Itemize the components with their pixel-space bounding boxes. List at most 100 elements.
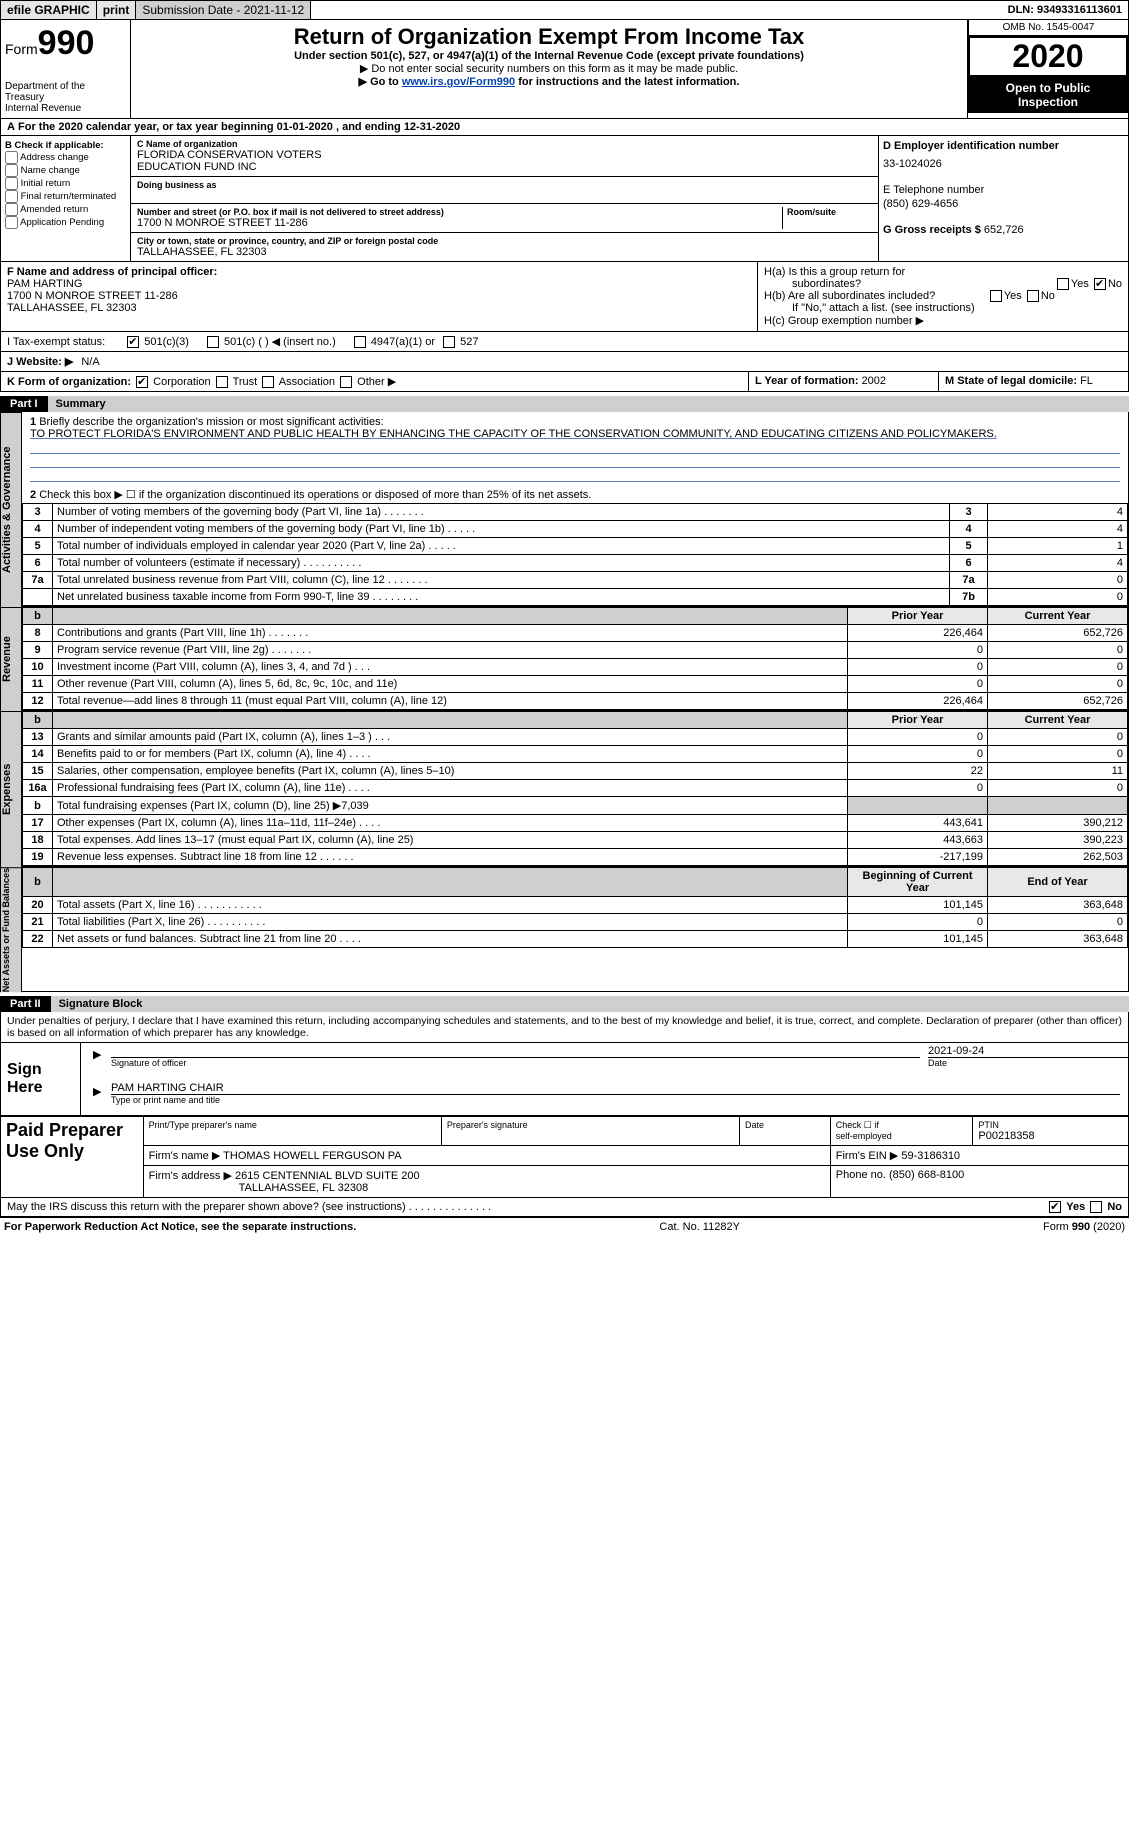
hdr-col1: Beginning of Current Year bbox=[848, 868, 988, 897]
prior-year: 443,641 bbox=[848, 815, 988, 832]
ha-no-label: No bbox=[1108, 278, 1122, 290]
section-expenses: Expenses bPrior YearCurrent Year13Grants… bbox=[0, 711, 1129, 867]
chk-initial-return[interactable]: Initial return bbox=[5, 177, 126, 190]
print-button[interactable]: print bbox=[97, 1, 137, 19]
mission-text: TO PROTECT FLORIDA'S ENVIRONMENT AND PUB… bbox=[30, 428, 997, 440]
discuss-yes-checkbox[interactable] bbox=[1049, 1201, 1061, 1213]
footer-cat: Cat. No. 11282Y bbox=[659, 1221, 740, 1233]
firm-addr-label: Firm's address ▶ bbox=[149, 1170, 232, 1182]
street-row: Number and street (or P.O. box if mail i… bbox=[131, 204, 878, 233]
chk-trust[interactable] bbox=[216, 376, 228, 388]
hdr-b: b bbox=[23, 608, 53, 625]
officer-signature-line[interactable] bbox=[111, 1057, 920, 1058]
chk-4947[interactable] bbox=[354, 336, 366, 348]
line-desc: Benefits paid to or for members (Part IX… bbox=[53, 746, 848, 763]
hb-no-checkbox[interactable] bbox=[1027, 290, 1039, 302]
line-box: 7b bbox=[950, 589, 988, 606]
firm-name-value: THOMAS HOWELL FERGUSON PA bbox=[223, 1150, 401, 1162]
chk-name-change[interactable]: Name change bbox=[5, 164, 126, 177]
mission-num: 1 bbox=[30, 416, 36, 428]
chk-application-pending[interactable]: Application Pending bbox=[5, 216, 126, 229]
hc-label: H(c) Group exemption number ▶ bbox=[764, 314, 1122, 327]
hb-no-label: No bbox=[1041, 290, 1055, 302]
chk-corporation[interactable] bbox=[136, 376, 148, 388]
line-desc: Total revenue—add lines 8 through 11 (mu… bbox=[53, 693, 848, 710]
chk-address-change[interactable]: Address change bbox=[5, 151, 126, 164]
table-row: 16aProfessional fundraising fees (Part I… bbox=[23, 780, 1128, 797]
prior-year: 101,145 bbox=[848, 897, 988, 914]
chk-association[interactable] bbox=[262, 376, 274, 388]
entity-block: B Check if applicable: Address change Na… bbox=[0, 136, 1129, 262]
table-row: 13Grants and similar amounts paid (Part … bbox=[23, 729, 1128, 746]
prior-year: 101,145 bbox=[848, 931, 988, 948]
firm-phone-value: (850) 668-8100 bbox=[889, 1169, 964, 1181]
hb-yes-checkbox[interactable] bbox=[990, 290, 1002, 302]
col-c: C Name of organization FLORIDA CONSERVAT… bbox=[131, 136, 878, 261]
room-label: Room/suite bbox=[787, 207, 872, 217]
part1-header: Part I Summary bbox=[0, 396, 1129, 412]
form-id-box: Form990 Department of the Treasury Inter… bbox=[1, 20, 131, 118]
chk-501c[interactable] bbox=[207, 336, 219, 348]
goto-post: for instructions and the latest informat… bbox=[518, 76, 739, 88]
line-box: 4 bbox=[950, 521, 988, 538]
prior-year: -217,199 bbox=[848, 849, 988, 866]
prior-year: 226,464 bbox=[848, 693, 988, 710]
line-desc: Total number of individuals employed in … bbox=[53, 538, 950, 555]
officer-name-label: Type or print name and title bbox=[81, 1095, 1128, 1105]
side-label-netassets: Net Assets or Fund Balances bbox=[0, 867, 22, 992]
officer-addr-2: TALLAHASSEE, FL 32303 bbox=[7, 302, 751, 314]
label-a: A bbox=[7, 121, 15, 133]
form-title-box: Return of Organization Exempt From Incom… bbox=[131, 20, 968, 118]
opt-527: 527 bbox=[460, 336, 478, 348]
line-num: 16a bbox=[23, 780, 53, 797]
line-desc: Grants and similar amounts paid (Part IX… bbox=[53, 729, 848, 746]
line-desc: Total unrelated business revenue from Pa… bbox=[53, 572, 950, 589]
discuss-no-label: No bbox=[1107, 1201, 1122, 1213]
line-num: 19 bbox=[23, 849, 53, 866]
table-expenses: bPrior YearCurrent Year13Grants and simi… bbox=[22, 711, 1128, 866]
street-value: 1700 N MONROE STREET 11-286 bbox=[137, 217, 782, 229]
chk-final-return[interactable]: Final return/terminated bbox=[5, 190, 126, 203]
ha-no-checkbox[interactable] bbox=[1094, 278, 1106, 290]
current-year bbox=[988, 797, 1128, 815]
ha-yes-checkbox[interactable] bbox=[1057, 278, 1069, 290]
officer-box: F Name and address of principal officer:… bbox=[1, 262, 758, 331]
chk-527[interactable] bbox=[443, 336, 455, 348]
table-row: bTotal fundraising expenses (Part IX, co… bbox=[23, 797, 1128, 815]
prior-year: 22 bbox=[848, 763, 988, 780]
street-label: Number and street (or P.O. box if mail i… bbox=[137, 207, 782, 217]
dln-label: DLN: bbox=[1008, 4, 1037, 16]
hdr-b: b bbox=[23, 712, 53, 729]
efile-label[interactable]: efile GRAPHIC bbox=[1, 1, 97, 19]
form990-link[interactable]: www.irs.gov/Form990 bbox=[402, 76, 515, 88]
prep-selfemp-2: self-employed bbox=[836, 1131, 968, 1141]
officer-signature-label: Signature of officer bbox=[81, 1058, 928, 1068]
city-label: City or town, state or province, country… bbox=[137, 236, 872, 246]
period-end: 12-31-2020 bbox=[404, 121, 460, 133]
line-desc: Salaries, other compensation, employee b… bbox=[53, 763, 848, 780]
gross-label: G Gross receipts $ bbox=[883, 224, 984, 236]
line-num: 11 bbox=[23, 676, 53, 693]
current-year: 363,648 bbox=[988, 931, 1128, 948]
chk-amended-return[interactable]: Amended return bbox=[5, 203, 126, 216]
mission-label: Briefly describe the organization's miss… bbox=[39, 416, 383, 428]
line-num: 4 bbox=[23, 521, 53, 538]
ein-label: D Employer identification number bbox=[883, 140, 1059, 152]
table-netassets: bBeginning of Current YearEnd of Year20T… bbox=[22, 867, 1128, 948]
ptin-label: PTIN bbox=[978, 1120, 1123, 1130]
period-begin: 01-01-2020 bbox=[277, 121, 333, 133]
opt-501c: 501(c) ( ) ◀ (insert no.) bbox=[224, 336, 336, 348]
line-desc: Total fundraising expenses (Part IX, col… bbox=[53, 797, 848, 815]
phone-label: E Telephone number bbox=[883, 184, 1124, 196]
chk-501c3[interactable] bbox=[127, 336, 139, 348]
line-num: 6 bbox=[23, 555, 53, 572]
col-k: K Form of organization: Corporation Trus… bbox=[0, 372, 749, 392]
discuss-no-checkbox[interactable] bbox=[1090, 1201, 1102, 1213]
line-desc: Total assets (Part X, line 16) . . . . .… bbox=[53, 897, 848, 914]
firm-phone-row: Phone no. (850) 668-8100 bbox=[830, 1166, 1128, 1198]
line-value: 4 bbox=[988, 504, 1128, 521]
chk-other[interactable] bbox=[340, 376, 352, 388]
prior-year bbox=[848, 797, 988, 815]
org-name-label: C Name of organization bbox=[137, 139, 872, 149]
hdr-spacer bbox=[53, 608, 848, 625]
